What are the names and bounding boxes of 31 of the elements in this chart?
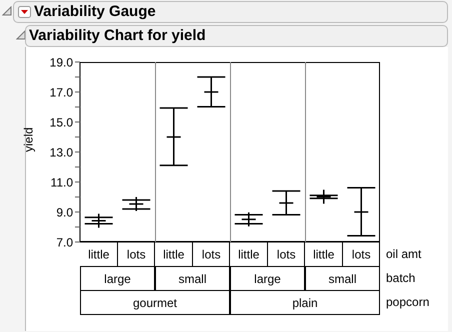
y-tick-label: 19.0 <box>50 55 74 70</box>
y-tick-label: 17.0 <box>50 85 74 100</box>
point <box>316 188 332 204</box>
x-tick-label: little <box>238 248 260 262</box>
table-cell: small <box>305 266 380 291</box>
y-tick-label: 11.0 <box>50 175 74 190</box>
x-tick-label: little <box>313 248 335 262</box>
text: batch <box>386 271 416 285</box>
x-tick-label: lots <box>126 248 146 262</box>
table-cell: plain <box>230 290 380 315</box>
x-tick-label: lots <box>202 248 221 262</box>
point <box>91 212 106 228</box>
table-cell: small <box>155 266 230 291</box>
table-cell: large <box>230 266 305 291</box>
y-axis-title: yield <box>21 127 36 152</box>
x-tick-label: little <box>163 248 185 262</box>
y-tick-label: 13.0 <box>50 145 74 160</box>
y-tick-label: 7.0 <box>56 235 74 250</box>
text: popcorn <box>386 295 430 309</box>
chart-title: Variability Gauge <box>34 3 156 20</box>
point <box>128 196 144 212</box>
x-tick-label: lots <box>352 248 371 262</box>
x-axis-title: oil amt <box>386 247 422 261</box>
point <box>241 212 256 228</box>
x-tick-label: little <box>88 248 110 262</box>
table-cell: large <box>80 266 155 291</box>
x-tick-label: lots <box>276 248 296 262</box>
table-cell: gourmet <box>80 290 230 315</box>
y-tick-label: 15.0 <box>50 115 74 130</box>
chart-subtitle: Variability Chart for yield <box>29 27 206 44</box>
y-tick-label: 9.0 <box>56 205 74 220</box>
